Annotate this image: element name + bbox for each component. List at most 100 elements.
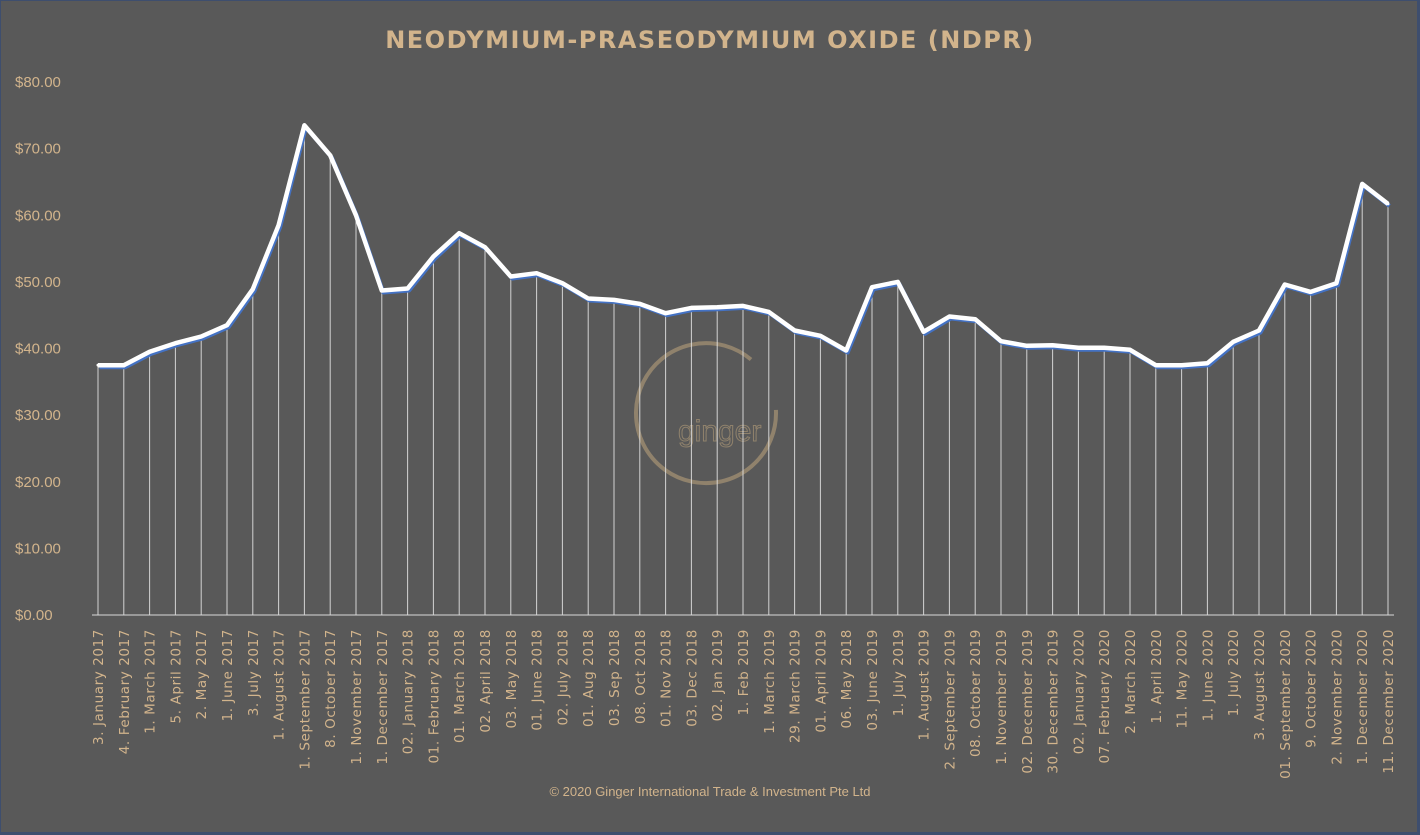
data-point — [1257, 329, 1261, 333]
data-point — [689, 306, 693, 310]
data-point — [818, 334, 822, 338]
data-point — [793, 329, 797, 333]
data-point — [1309, 290, 1313, 294]
data-point — [509, 275, 513, 279]
x-tick-label: 1. July 2019 — [891, 629, 907, 716]
x-tick-label: 01. Nov 2018 — [659, 629, 675, 727]
watermark-text: ginger — [678, 415, 761, 448]
x-tick-label: 06. May 2018 — [839, 629, 855, 729]
x-tick-label: 01. Aug 2018 — [581, 629, 597, 727]
x-tick-label: 1. June 2017 — [220, 629, 236, 721]
data-point — [122, 363, 126, 367]
y-tick-label: $10.00 — [15, 540, 61, 557]
data-point — [483, 245, 487, 249]
data-point — [1360, 182, 1364, 186]
x-tick-label: 08. Oct 2018 — [633, 629, 649, 724]
x-tick-label: 30. December 2019 — [1046, 629, 1062, 774]
x-tick-label: 02. December 2019 — [1020, 629, 1036, 774]
data-point — [328, 153, 332, 157]
data-point — [1386, 202, 1390, 206]
x-tick-label: 11. December 2020 — [1381, 629, 1397, 774]
x-tick-label: 03. June 2019 — [865, 629, 881, 731]
x-tick-label: 1. November 2019 — [994, 629, 1010, 765]
x-tick-label: 1. August 2019 — [917, 629, 933, 740]
x-tick-label: 3. July 2017 — [246, 629, 262, 716]
data-point — [1205, 361, 1209, 365]
x-tick-label: 1. March 2017 — [143, 629, 159, 734]
data-point — [999, 339, 1003, 343]
data-point — [715, 305, 719, 309]
data-point — [302, 123, 306, 127]
x-tick-label: 03. Sep 2018 — [607, 629, 623, 726]
x-tick-label: 1. November 2017 — [349, 629, 365, 765]
x-tick-label: 2. November 2020 — [1329, 629, 1345, 765]
x-axis: 3. January 2017 4. February 2017 1. March … — [91, 629, 1397, 779]
data-point — [1283, 283, 1287, 287]
watermark-ring — [634, 341, 778, 486]
x-tick-label: 1. March 2019 — [762, 629, 778, 734]
data-point — [1051, 343, 1055, 347]
x-tick-label: 1. Feb 2019 — [736, 629, 752, 715]
x-tick-label: 9. October 2020 — [1304, 629, 1320, 748]
x-tick-label: 1. December 2017 — [375, 629, 391, 764]
data-point — [406, 287, 410, 291]
x-tick-label: 3. August 2020 — [1252, 629, 1268, 740]
y-tick-label: $30.00 — [15, 407, 61, 424]
x-tick-label: 3. January 2017 — [91, 629, 107, 745]
x-tick-label: 1. April 2020 — [1149, 629, 1165, 723]
data-point — [1076, 346, 1080, 350]
x-tick-label: 01. June 2018 — [530, 629, 546, 731]
x-tick-label: 01. April 2019 — [813, 629, 829, 733]
copyright-notice: © 2020 Ginger International Trade & Inve… — [549, 784, 870, 799]
data-point — [560, 281, 564, 285]
data-point — [922, 330, 926, 334]
x-tick-label: 11. May 2020 — [1175, 629, 1191, 729]
y-tick-label: $0.00 — [15, 607, 53, 624]
x-tick-label: 02. April 2018 — [478, 629, 494, 733]
x-tick-label: 03. Dec 2018 — [684, 629, 700, 727]
x-tick-label: 4. February 2017 — [117, 629, 133, 754]
y-axis: $0.00 $10.00 $20.00 $30.00 $40.00 $50.00 $60.0… — [15, 74, 61, 624]
y-tick-label: $70.00 — [15, 141, 61, 158]
data-point — [586, 297, 590, 301]
data-point — [947, 315, 951, 319]
x-tick-label: 1. July 2020 — [1226, 629, 1242, 716]
x-tick-label: 1. September 2017 — [297, 629, 313, 770]
x-tick-label: 01. September 2020 — [1278, 629, 1294, 779]
data-point — [1128, 348, 1132, 352]
data-point — [767, 310, 771, 314]
x-tick-label: 01. March 2018 — [452, 629, 468, 743]
data-point — [380, 289, 384, 293]
x-tick-label: 2. September 2019 — [942, 629, 958, 770]
data-point — [535, 271, 539, 275]
data-point — [251, 287, 255, 291]
data-point — [638, 302, 642, 306]
x-tick-label: 8. October 2017 — [323, 629, 339, 748]
data-point — [1334, 281, 1338, 285]
x-tick-label: 1. June 2020 — [1200, 629, 1216, 721]
series-line-group — [96, 123, 1391, 370]
x-tick-label: 01. February 2018 — [426, 629, 442, 763]
chart-title: NEODYMIUM-PRASEODYMIUM OXIDE (NDPR) — [385, 26, 1035, 54]
data-point — [96, 363, 100, 367]
x-tick-label: 2. May 2017 — [194, 629, 210, 719]
ginger-watermark: ginger — [634, 341, 778, 486]
y-tick-label: $60.00 — [15, 207, 61, 224]
x-tick-label: 07. February 2020 — [1097, 629, 1113, 763]
data-point — [173, 341, 177, 345]
x-tick-label: 02. Jan 2019 — [710, 629, 726, 721]
data-point — [844, 348, 848, 352]
x-tick-label: 2. March 2020 — [1123, 629, 1139, 734]
data-point — [612, 298, 616, 302]
data-point — [277, 223, 281, 227]
x-tick-label: 03. May 2018 — [504, 629, 520, 729]
data-point — [1025, 344, 1029, 348]
data-point — [1180, 363, 1184, 367]
data-point — [148, 350, 152, 354]
x-tick-label: 02. January 2020 — [1071, 629, 1087, 754]
x-tick-label: 1. December 2020 — [1355, 629, 1371, 764]
data-point — [870, 285, 874, 289]
data-point — [896, 280, 900, 284]
